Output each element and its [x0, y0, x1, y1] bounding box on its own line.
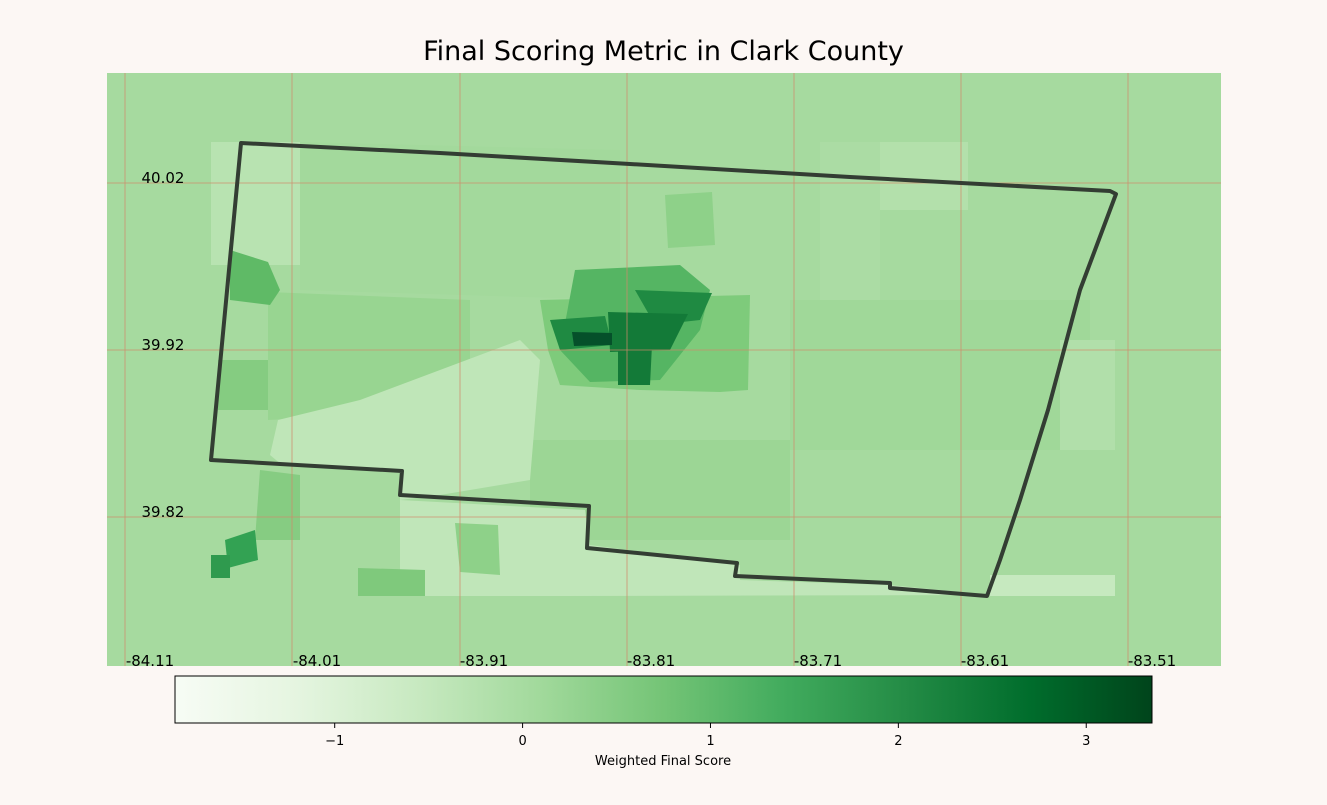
lat-tick-label: 40.02	[142, 169, 185, 187]
colorbar-tick-label: 0	[518, 734, 526, 749]
map-area	[107, 73, 1221, 666]
tract-city	[572, 332, 612, 346]
tract-hot	[255, 470, 300, 540]
tract-patch	[530, 440, 790, 540]
tract-light	[211, 460, 400, 596]
county-boundary	[209, 141, 1118, 598]
lon-tick-label: -83.71	[794, 652, 842, 670]
tract-hot	[358, 568, 425, 596]
tract-patch	[1060, 340, 1115, 450]
tract-hot	[230, 250, 280, 305]
chart-title: Final Scoring Metric in Clark County	[423, 36, 904, 67]
tract-patch	[790, 300, 1090, 450]
tract-patch	[211, 142, 300, 265]
tract-hot	[225, 530, 258, 568]
colorbar-tick-label: 2	[894, 734, 902, 749]
lon-tick-label: -84.11	[126, 652, 174, 670]
lon-tick-label: -83.61	[961, 652, 1009, 670]
tract-hot	[218, 360, 268, 410]
tract-city	[608, 312, 688, 352]
lon-tick-label: -84.01	[293, 652, 341, 670]
lat-tick-labels: 40.02 39.92 39.82	[142, 169, 185, 521]
tract-hot	[455, 523, 500, 575]
tract-hot	[665, 192, 715, 248]
colorbar-label: Weighted Final Score	[595, 754, 731, 769]
tract-hot	[211, 555, 230, 578]
tract-light	[990, 575, 1115, 596]
lat-tick-label: 39.92	[142, 336, 185, 354]
colorbar-bar	[174, 675, 1153, 724]
tract-light	[400, 500, 990, 596]
tract-light	[270, 340, 540, 500]
lat-tick-label: 39.82	[142, 503, 185, 521]
lon-tick-label: -83.81	[627, 652, 675, 670]
colorbar-ticks: −1 0 1 2 3	[325, 723, 1090, 749]
tract-patch	[820, 142, 880, 300]
tract-patch	[880, 142, 968, 210]
tract-city	[618, 345, 652, 385]
lon-tick-label: -83.51	[1128, 652, 1176, 670]
colorbar-tick-label: 3	[1082, 734, 1090, 749]
lon-tick-label: -83.91	[460, 652, 508, 670]
colorbar-tick-label: 1	[706, 734, 714, 749]
colorbar: −1 0 1 2 3 Weighted Final Score	[174, 675, 1153, 769]
colorbar-tick-label: −1	[325, 734, 344, 749]
lon-tick-labels: -84.11 -84.01 -83.91 -83.81 -83.71 -83.6…	[126, 652, 1176, 670]
